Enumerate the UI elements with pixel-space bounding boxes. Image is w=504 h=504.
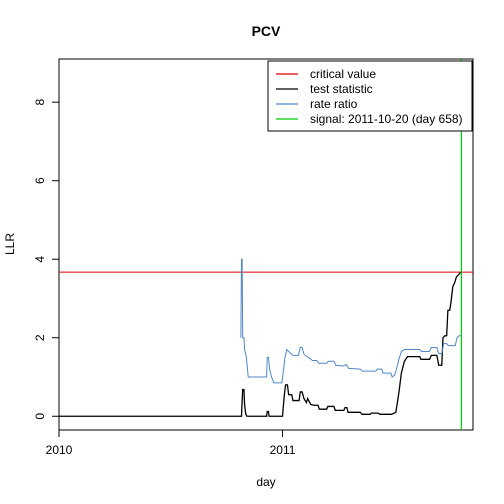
- legend-label: signal: 2011-10-20 (day 658): [310, 112, 463, 126]
- rate-ratio-line: [240, 258, 462, 384]
- x-tick-label: 2011: [270, 443, 296, 457]
- y-tick-label: 2: [33, 334, 47, 341]
- legend-label: test statistic: [310, 82, 373, 96]
- test-statistic-line: [59, 271, 462, 417]
- legend-box: [267, 60, 473, 132]
- x-axis-label: day: [256, 475, 275, 489]
- y-tick-label: 0: [33, 413, 47, 420]
- y-tick-label: 4: [33, 256, 47, 263]
- y-tick-label: 8: [33, 99, 47, 106]
- legend-label: critical value: [310, 67, 376, 81]
- axes: 2010 2011 0 2 4 6 8: [33, 99, 296, 457]
- x-tick-label: 2010: [46, 443, 73, 457]
- y-tick-label: 6: [33, 177, 47, 184]
- chart-title: PCV: [252, 23, 281, 39]
- y-axis-label: LLR: [3, 233, 17, 255]
- legend-label: rate ratio: [310, 97, 358, 111]
